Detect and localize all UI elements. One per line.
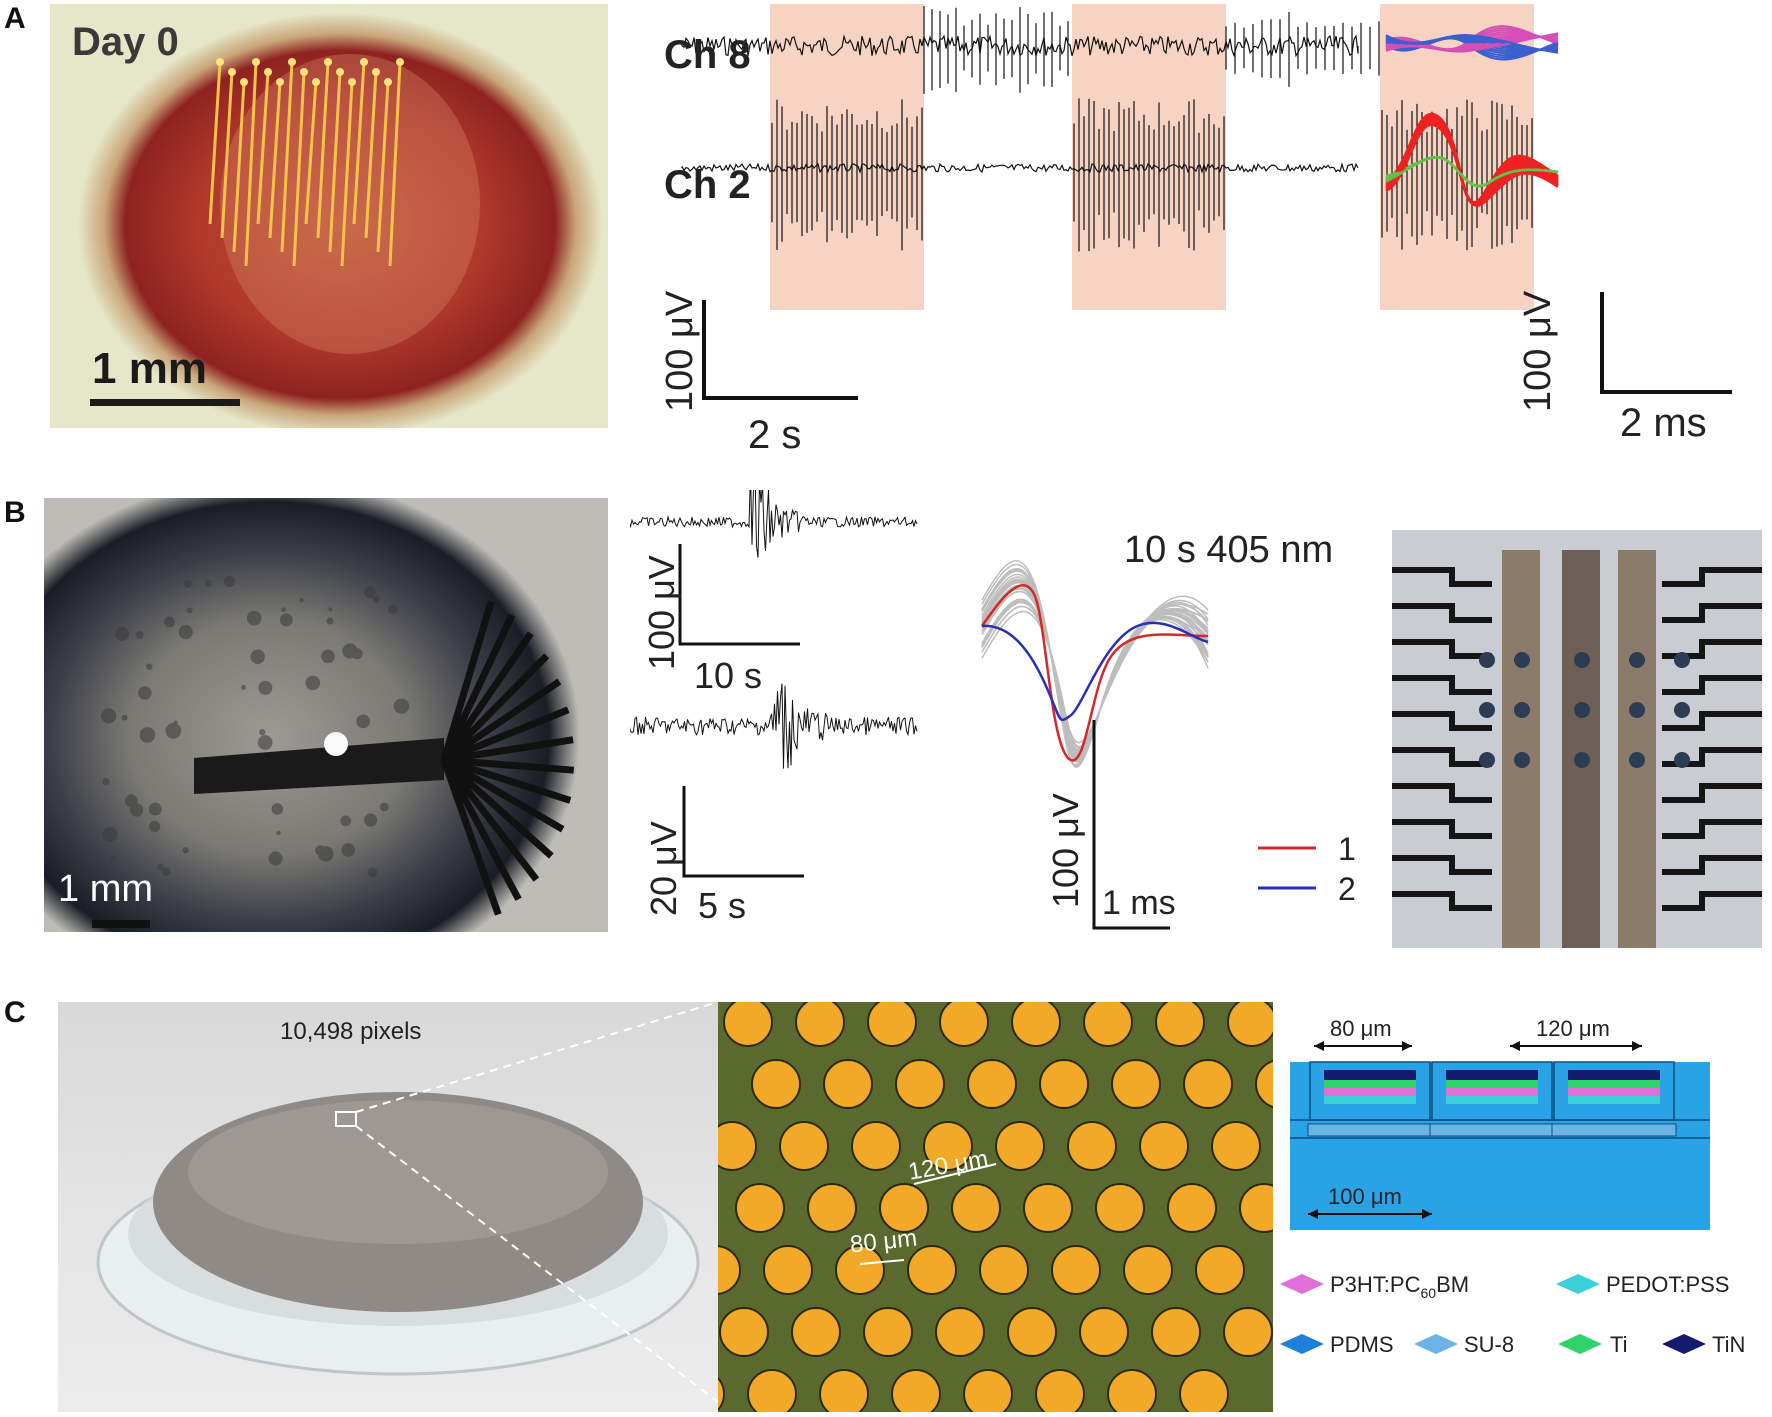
panel-b-device-micrograph	[1392, 530, 1762, 948]
panel-letter-b: B	[4, 496, 26, 529]
b-wave-scale-t: 1 ms	[1102, 884, 1176, 922]
legend-swatch-ti	[1558, 1334, 1602, 1354]
channel-label-ch8: Ch 8	[664, 33, 751, 77]
b-photo-scale-label: 1 mm	[58, 868, 153, 910]
panel-c-device-photo: 10,498 pixels	[58, 1002, 718, 1412]
panel-letter-c: C	[4, 996, 26, 1029]
panel-a-electrode-array	[208, 54, 480, 354]
panel-b-recordings: 100 μV 10 s 20 μV 5 s 10 s 405 nm 100 μV…	[630, 490, 1356, 930]
trace-scale-bar	[702, 300, 858, 400]
trace-scale-t: 2 s	[748, 413, 801, 457]
legend-label-p3ht: P3HT:PC60BM	[1330, 1272, 1469, 1301]
schem-base-label: 100 μm	[1328, 1184, 1402, 1209]
wave-scale-v: 100 μV	[1517, 290, 1559, 412]
panel-b-eye-photo: 1 mm	[44, 498, 608, 932]
legend-swatch-pedot	[1556, 1274, 1600, 1294]
b-photo-scale-bar	[92, 920, 150, 928]
panel-c-microscope: 120 μm 80 μm	[718, 1002, 1273, 1412]
legend-swatch-su8	[1414, 1334, 1458, 1354]
b-trace1-scale-v: 100 μV	[641, 555, 682, 670]
panel-a-recordings: Ch 8 Ch 2 100 μV 2 s 100 μV 2 ms	[659, 4, 1732, 457]
b-trace2-scale-v: 20 μV	[643, 821, 684, 916]
legend-label-pdms: PDMS	[1330, 1332, 1394, 1357]
b-wave-scale-v: 100 μV	[1045, 793, 1086, 908]
wave-scale-bar	[1600, 292, 1732, 394]
schem-width-label: 80 μm	[1330, 1016, 1392, 1041]
c-pixel-count: 10,498 pixels	[280, 1018, 422, 1045]
schem-legend: P3HT:PC60BM PEDOT:PSS PDMS SU-8 Ti TiN	[1280, 1272, 1745, 1357]
panel-c-schematic: 80 μm 120 μm 100 μm P3HT:PC60BM PEDOT:PS…	[1280, 1004, 1768, 1357]
panel-a-eye-photo: Day 0 1 mm	[50, 4, 608, 428]
legend-swatch-p3ht	[1280, 1274, 1324, 1294]
b-legend-label-1: 1	[1338, 831, 1356, 867]
b-trace2-scale-bar	[682, 786, 804, 878]
wave-scale-t: 2 ms	[1620, 401, 1707, 445]
photo-scale-label: 1 mm	[92, 344, 207, 393]
b-wave-scale-bar	[1092, 720, 1170, 930]
panel-letter-a: A	[4, 2, 26, 35]
b-micrograph-drawing	[1392, 550, 1762, 948]
legend-label-ti: Ti	[1610, 1332, 1628, 1357]
legend-swatch-pdms	[1280, 1334, 1324, 1354]
b-trace1-scale-bar	[678, 544, 800, 646]
b-trace1-scale-t: 10 s	[694, 655, 762, 696]
trace-scale-v: 100 μV	[659, 290, 701, 412]
c-pixel-grid	[718, 1002, 1273, 1412]
channel-label-ch2: Ch 2	[664, 163, 751, 207]
panel-b-implant	[101, 575, 575, 916]
legend-label-tin: TiN	[1712, 1332, 1745, 1357]
b-trace2-scale-t: 5 s	[698, 885, 746, 926]
b-wave-title: 10 s 405 nm	[1124, 529, 1333, 571]
legend-swatch-tin	[1662, 1334, 1706, 1354]
legend-label-su8: SU-8	[1464, 1332, 1514, 1357]
legend-label-pedot: PEDOT:PSS	[1606, 1272, 1729, 1297]
schem-pitch-label: 120 μm	[1536, 1016, 1610, 1041]
b-legend-label-2: 2	[1338, 871, 1356, 907]
photo-day-label: Day 0	[72, 20, 179, 64]
photo-scale-bar	[90, 399, 240, 406]
c-dome-drawing	[96, 1002, 718, 1403]
